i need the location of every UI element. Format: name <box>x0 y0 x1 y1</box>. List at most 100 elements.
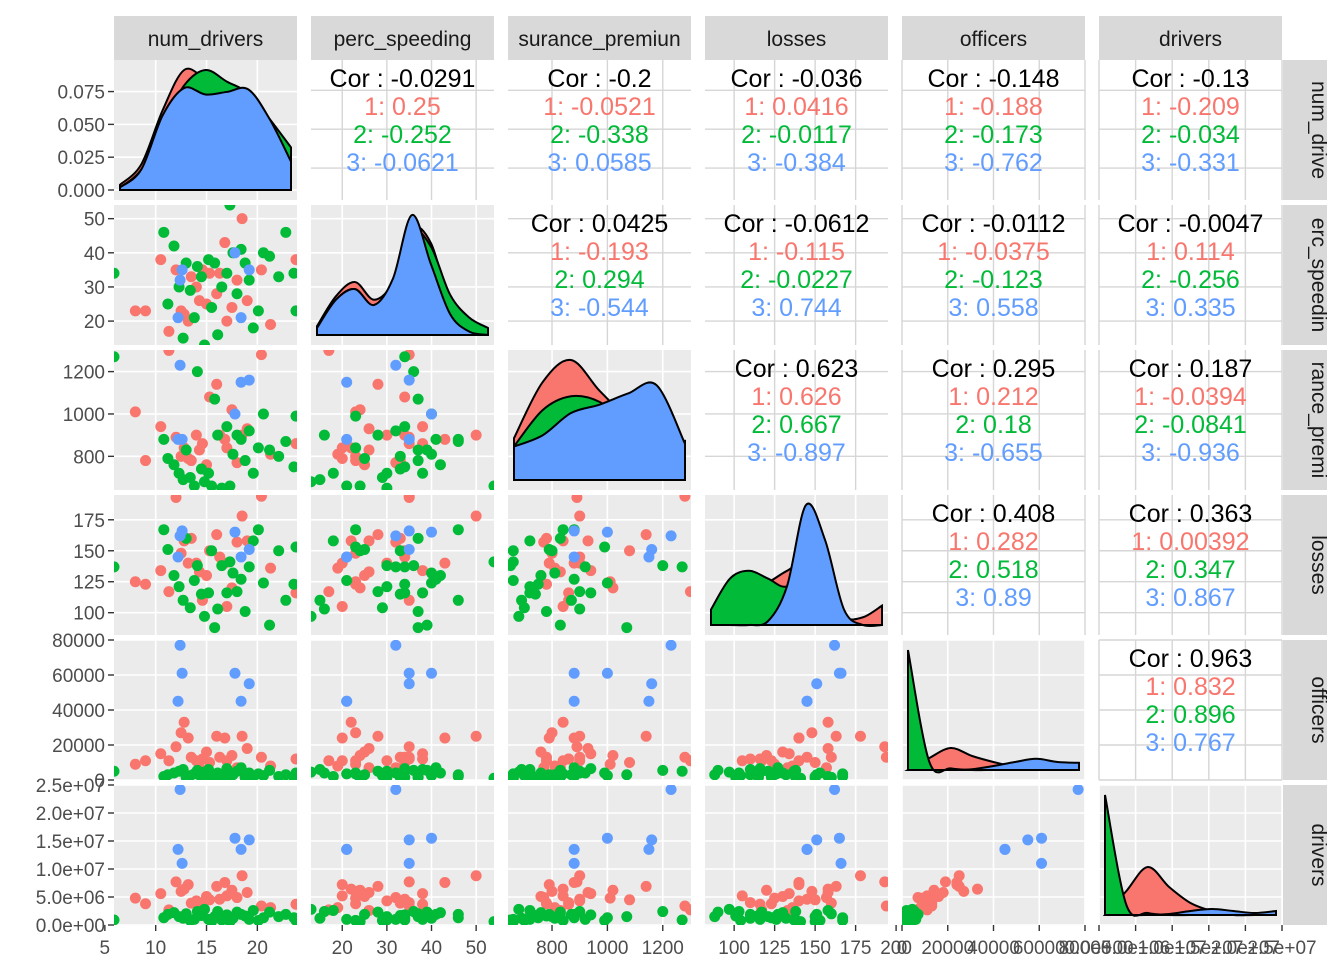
scatter-point-group-2 <box>430 433 442 445</box>
strip-top-group: perc_speeding <box>334 28 472 51</box>
correlation-group-3: 3: -0.936 <box>1141 439 1240 467</box>
scatter-point-group-3 <box>403 544 415 556</box>
scatter-point-group-1 <box>736 755 748 767</box>
scatter-point-group-1 <box>221 315 233 327</box>
scatter-point-group-1 <box>363 887 375 899</box>
correlation-group-3: 3: -0.762 <box>944 149 1043 177</box>
strip-top-bg <box>902 16 1085 60</box>
x-tick-label: 0 <box>897 938 908 959</box>
scatter-point-group-2 <box>252 305 264 317</box>
scatter-point-group-2 <box>354 480 366 490</box>
scatter-point-group-1 <box>140 755 152 767</box>
correlation-group-3: 3: 0.335 <box>1145 294 1235 322</box>
strip-top-group: officers <box>960 28 1027 51</box>
scatter-group <box>709 640 888 780</box>
scatter-point-group-3 <box>1072 785 1084 795</box>
scatter-point-group-2 <box>381 581 393 593</box>
scatter-point-group-2 <box>546 545 558 557</box>
scatter-point-group-2 <box>524 913 536 925</box>
correlation-group-1: 1: 0.282 <box>948 528 1038 556</box>
scatter-point-group-1 <box>822 716 834 728</box>
x-tick-label: 150 <box>799 938 831 959</box>
scatter-point-group-1 <box>163 755 175 767</box>
scatter-point-group-1 <box>439 433 451 445</box>
scatter-point-group-2 <box>399 421 411 433</box>
strip-top-group: surance_premiun <box>518 28 680 51</box>
scatter-point-group-2 <box>399 351 411 363</box>
scatter-point-group-1 <box>332 448 344 460</box>
scatter-point-group-3 <box>403 667 415 679</box>
correlation-group-1: 1: 0.212 <box>948 383 1038 411</box>
scatter-point-group-1 <box>880 751 888 763</box>
correlation-group-2: 2: -0.256 <box>1141 266 1240 294</box>
scatter-point-group-2 <box>532 771 544 780</box>
scatter-point-group-2 <box>188 312 200 324</box>
correlation-overall: Cor : -0.036 <box>730 65 862 93</box>
scatter-point-group-3 <box>403 374 415 386</box>
scatter-point-group-3 <box>601 526 613 538</box>
scatter-point-group-2 <box>421 444 433 456</box>
panel-background <box>1099 350 1282 490</box>
scatter-point-group-2 <box>191 366 203 378</box>
scatter-point-group-2 <box>235 573 247 585</box>
scatter-point-group-1 <box>204 894 216 906</box>
strip-right-bg <box>1283 495 1327 635</box>
y-tick-label: 0.075 <box>57 83 105 104</box>
scatter-point-group-1 <box>219 732 231 744</box>
scatter-point-group-1 <box>221 601 233 613</box>
scatter-point-group-2 <box>621 769 633 780</box>
scatter-point-group-2 <box>540 605 552 617</box>
y-tick-label: 125 <box>73 573 105 594</box>
scatter-point-group-1 <box>679 495 691 502</box>
correlation-group-2: 2: -0.0227 <box>740 266 853 294</box>
scatter-point-group-2 <box>837 768 849 780</box>
scatter-point-group-2 <box>212 603 224 615</box>
scatter-point-group-3 <box>174 274 186 286</box>
correlation-group-3: 3: -0.897 <box>747 439 846 467</box>
scatter-point-group-2 <box>188 480 200 490</box>
scatter-point-group-2 <box>421 619 433 631</box>
scatter-point-group-3 <box>426 526 438 538</box>
scatter-point-group-2 <box>412 532 424 544</box>
scatter-point-group-2 <box>209 622 221 634</box>
scatter-point-group-1 <box>336 890 348 902</box>
strip-top-bg <box>705 16 888 60</box>
scatter-point-group-1 <box>923 898 935 910</box>
scatter-point-group-1 <box>604 758 616 770</box>
strip-label-officers: officers <box>960 28 1027 51</box>
scatter-point-group-2 <box>221 587 233 599</box>
scatter-point-group-3 <box>172 843 184 855</box>
scatter-point-group-2 <box>158 524 170 536</box>
scatter-point-group-2 <box>372 586 384 598</box>
scatter-point-group-2 <box>341 768 353 780</box>
y-tick-label: 0.050 <box>57 115 105 136</box>
scatter-point-group-2 <box>198 610 210 622</box>
scatter-point-group-2 <box>554 764 566 776</box>
scatter-point-group-2 <box>434 459 446 471</box>
x-tick-label: 5 <box>100 938 111 959</box>
scatter-point-group-2 <box>412 444 424 456</box>
correlation-group-2: 2: -0.123 <box>944 266 1043 294</box>
x-tick-label: 2.5e+07 <box>1247 938 1316 959</box>
scatter-point-group-1 <box>381 429 393 441</box>
scatter-point-group-2 <box>508 556 519 568</box>
scatter-point-group-2 <box>216 281 228 293</box>
scatter-point-group-1 <box>640 880 652 892</box>
density-curve-group-3 <box>711 502 883 628</box>
scatter-point-group-3 <box>390 785 402 795</box>
scatter-point-group-2 <box>508 916 519 925</box>
correlation-group-1: 1: -0.0375 <box>937 238 1050 266</box>
strip-top-group: drivers <box>1159 28 1222 51</box>
scatter-point-group-1 <box>403 751 415 763</box>
scatter-point-group-2 <box>224 556 236 568</box>
correlation-overall: Cor : -0.0612 <box>724 210 870 238</box>
scatter-point-group-2 <box>288 912 297 924</box>
x-tick-label: 1.5e+07 <box>1174 938 1243 959</box>
scatter-point-group-3 <box>341 433 353 445</box>
scatter-point-group-1 <box>571 741 583 753</box>
scatter-point-group-1 <box>236 730 248 742</box>
panel-background <box>508 60 691 200</box>
scatter-point-group-2 <box>198 903 210 915</box>
